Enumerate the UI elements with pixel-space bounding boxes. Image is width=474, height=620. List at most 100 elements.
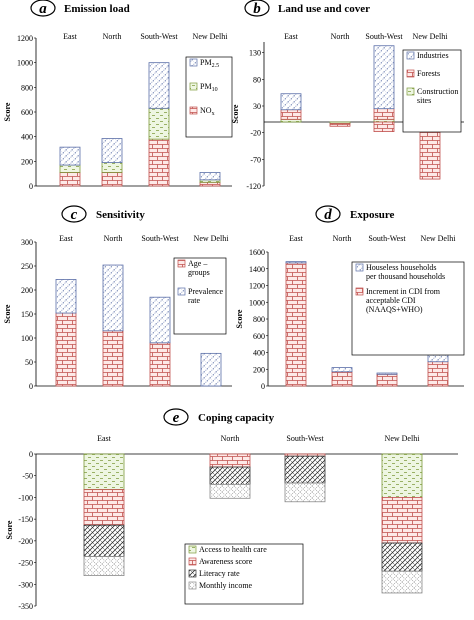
bar-north-prevalence-rate [102, 264, 124, 332]
panel-letter: d [324, 207, 332, 223]
y-tick-label: -50 [22, 472, 33, 481]
y-tick-label: 1200 [249, 282, 265, 291]
bar-south-west-prevalence-rate [149, 296, 171, 344]
bar-new-delhi-nox [199, 181, 221, 187]
legend-swatch [189, 58, 198, 67]
y-axis-label: Score [231, 104, 240, 123]
bar-north-pm2-5 [101, 138, 123, 163]
bar-south-west-houseless-households-per-thousand-households [376, 372, 398, 375]
chart-c: c Sensitivity 0 50 100 150 200 250 300 Score East N… [3, 205, 232, 391]
category-label: North [331, 32, 350, 41]
y-tick-label: 800 [21, 83, 33, 92]
bar-east-literacy-rate [83, 524, 125, 557]
legend-swatch [406, 51, 415, 60]
bar-north-forests [329, 123, 351, 127]
bar-new-delhi-prevalence-rate [200, 352, 222, 387]
bar-east-houseless-households-per-thousand-households [285, 261, 307, 264]
legend-swatch [189, 82, 198, 91]
legend-label: Houseless households per thousand househo… [366, 263, 445, 281]
bar-south-west-literacy-rate [284, 455, 326, 484]
y-tick-label: 0 [261, 382, 265, 391]
legend-box [351, 261, 465, 356]
bar-east-forests [280, 109, 302, 120]
legend-swatch [188, 557, 197, 566]
bar-new-delhi-houseless-households-per-thousand-households [427, 354, 449, 363]
legend-label: Access to health care [199, 545, 267, 554]
bar-south-west-forests [373, 108, 395, 120]
category-label: North [104, 234, 123, 243]
legend-box [185, 56, 233, 138]
bar-south-west-monthly-income [284, 482, 326, 503]
y-axis-label: Score [5, 520, 14, 539]
legend-label: Monthly income [199, 581, 253, 590]
category-label: North [221, 434, 240, 443]
panel-letter-badge [315, 205, 341, 223]
panel-letter: e [173, 410, 180, 426]
legend-label: Literacy rate [199, 569, 240, 578]
category-label: New Delhi [194, 234, 230, 243]
panel-letter-badge [163, 408, 189, 426]
category-label: East [97, 434, 112, 443]
category-label: East [59, 234, 74, 243]
chart-b: b Land use and cover -120 -70 -20 30 80 130 Scor… [231, 0, 464, 191]
y-tick-label: 1000 [17, 59, 33, 68]
category-label: South-West [286, 434, 324, 443]
legend-box [173, 257, 227, 335]
y-tick-label: 400 [253, 349, 265, 358]
y-tick-label: 100 [21, 334, 33, 343]
bar-south-west-industries [373, 45, 395, 110]
y-tick-label: 200 [21, 157, 33, 166]
panel-title: Sensitivity [96, 209, 145, 221]
legend-swatch [177, 287, 186, 296]
legend-swatch [188, 569, 197, 578]
panel-title: Exposure [350, 209, 395, 221]
bar-new-delhi-literacy-rate [381, 542, 423, 572]
category-label: East [289, 234, 304, 243]
bar-east-industries [280, 93, 302, 111]
y-tick-label: -200 [18, 537, 33, 546]
y-tick-label: 150 [21, 310, 33, 319]
bar-south-west-construction-sites [373, 118, 395, 123]
panel-letter-badge [61, 205, 87, 223]
bar-east-prevalence-rate [55, 279, 77, 314]
bar-north-houseless-households-per-thousand-households [331, 367, 353, 373]
legend-swatch [188, 581, 197, 590]
y-axis-label: Score [3, 304, 12, 323]
bar-new-delhi-increment-in-cdi-from-acceptable-cdi-naaqs-who- [427, 361, 449, 387]
bar-new-delhi-monthly-income [381, 570, 423, 594]
chart-d: d Exposure 0 200 400 600 800 1000 1200 1400 1600 Sc… [235, 205, 465, 391]
bar-east-access-to-health-care [83, 453, 125, 491]
category-label: North [333, 234, 352, 243]
y-tick-label: 30 [253, 102, 261, 111]
panel-title: Land use and cover [278, 3, 370, 15]
y-tick-label: 0 [29, 450, 33, 459]
bar-south-west-pm10 [148, 107, 170, 140]
y-tick-label: 1400 [249, 265, 265, 274]
y-axis-label: Score [3, 102, 12, 121]
bar-new-delhi-pm2-5 [199, 172, 221, 181]
legend-swatch [177, 259, 186, 268]
panel-letter: c [71, 207, 78, 223]
bar-north-monthly-income [209, 483, 251, 499]
legend-label: Construction sites [417, 87, 458, 105]
bar-new-delhi-awareness-score [381, 497, 423, 544]
category-label: New Delhi [385, 434, 421, 443]
bar-north-age-groups [102, 330, 124, 387]
bar-north-awareness-score [209, 453, 251, 468]
category-label: East [63, 32, 78, 41]
legend-label: PM10 [200, 82, 218, 93]
panel-letter: a [39, 1, 47, 17]
legend-box [184, 543, 304, 605]
legend-label: Industries [417, 51, 449, 60]
bar-north-nox [101, 172, 123, 187]
y-tick-label: 800 [253, 315, 265, 324]
y-tick-label: -150 [18, 515, 33, 524]
legend-swatch [189, 106, 198, 115]
bar-east-increment-in-cdi-from-acceptable-cdi-naaqs-who- [285, 262, 307, 387]
legend-label: NOx [200, 106, 215, 117]
bar-east-awareness-score [83, 489, 125, 526]
bar-east-construction-sites [280, 118, 302, 123]
panel-letter-badge [244, 0, 270, 17]
legend-label: Increment in CDI from acceptable CDI (NAAQ… [366, 287, 441, 314]
